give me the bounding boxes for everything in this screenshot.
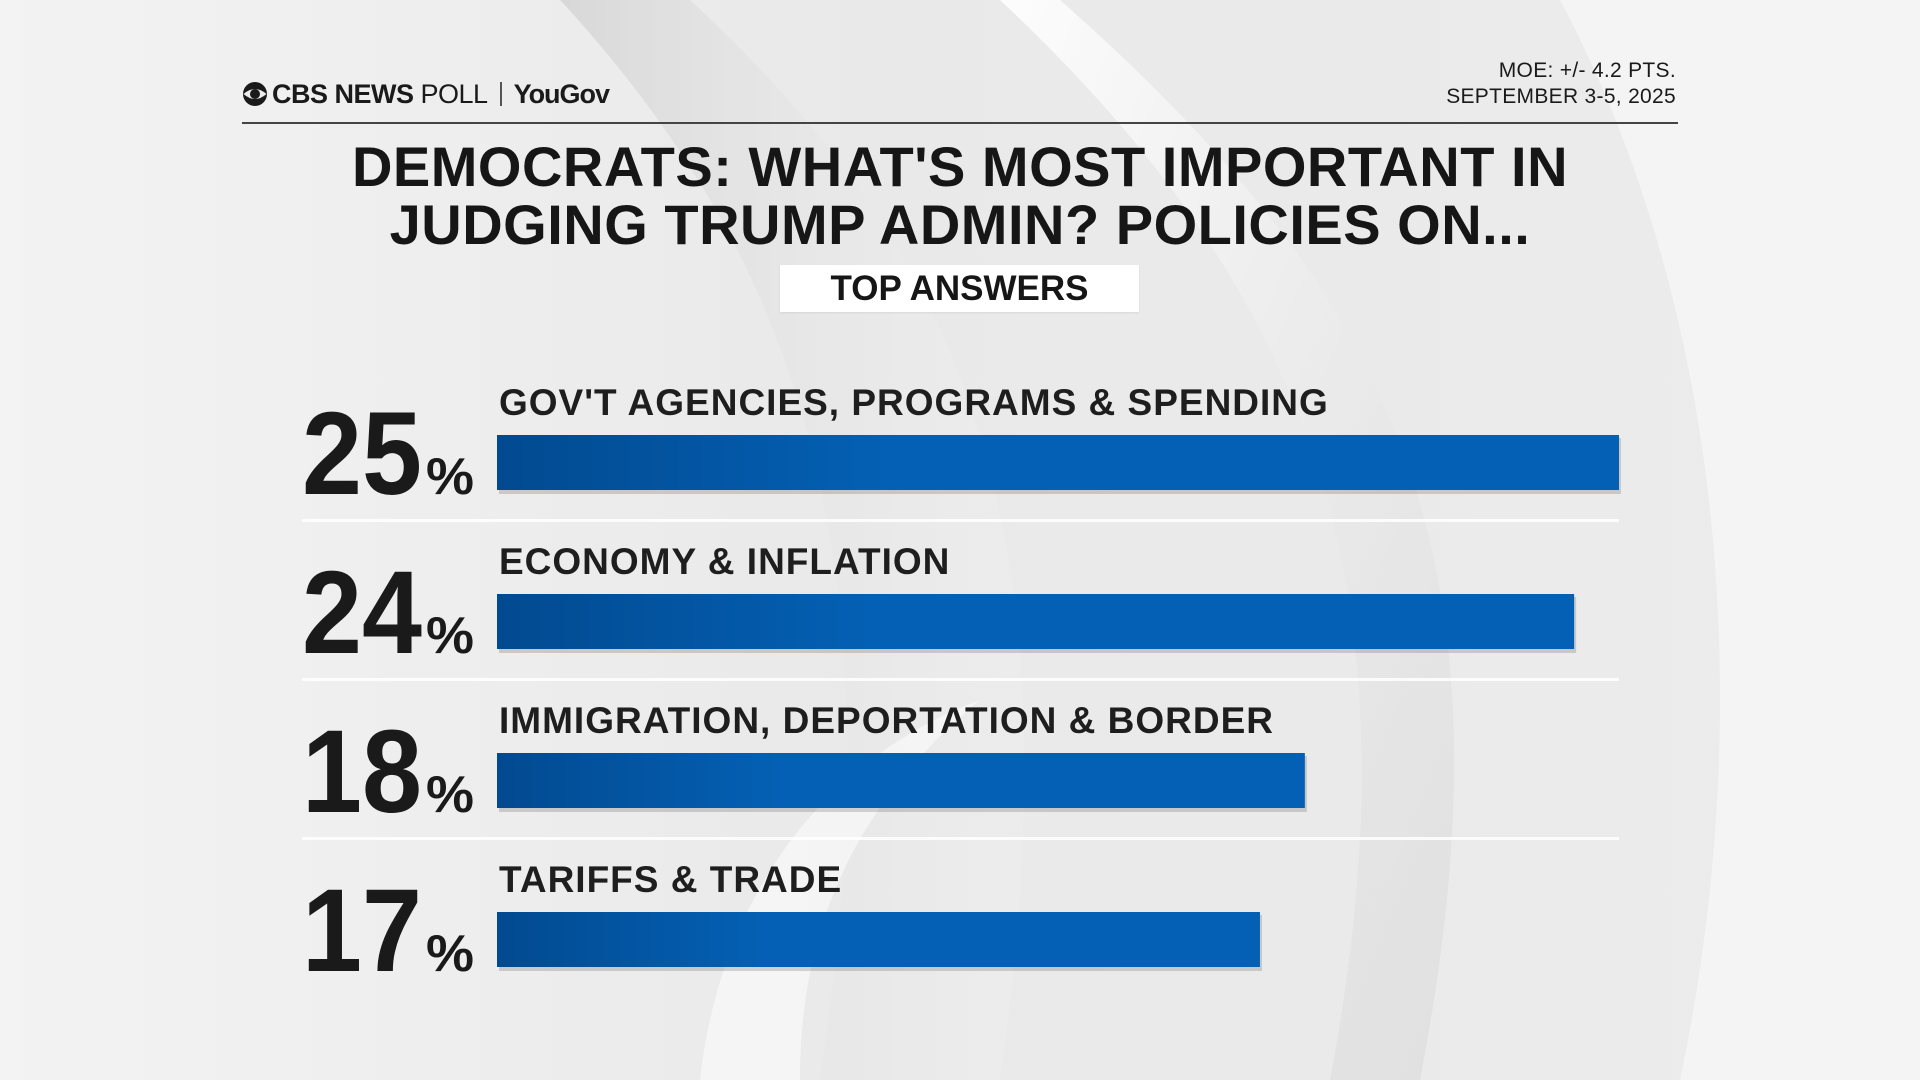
partner-text: YouGov — [513, 78, 611, 109]
chart-title: DEMOCRATS: WHAT'S MOST IMPORTANT IN JUDG… — [200, 138, 1720, 254]
percent-value: 18 — [302, 706, 422, 838]
percent-sign: % — [426, 925, 474, 983]
percent-value: 17 — [302, 865, 422, 997]
percent-value: 24 — [302, 547, 422, 679]
bar-row: 24 % ECONOMY & INFLATION — [302, 541, 1619, 681]
bar — [497, 435, 1619, 490]
percent-sign: % — [426, 607, 474, 665]
category-label: GOV'T AGENCIES, PROGRAMS & SPENDING — [499, 382, 1329, 423]
subtitle-badge: TOP ANSWERS — [780, 265, 1139, 312]
bar-row: 25 % GOV'T AGENCIES, PROGRAMS & SPENDING — [302, 382, 1621, 522]
moe-text: MOE: +/- 4.2 PTS. — [1498, 59, 1676, 82]
poll-text: POLL — [420, 78, 489, 109]
category-label: ECONOMY & INFLATION — [499, 541, 950, 582]
bar — [497, 753, 1305, 808]
brand-text: CBS NEWS — [272, 78, 414, 109]
percent-value: 25 — [302, 388, 422, 520]
title-line-2: JUDGING TRUMP ADMIN? POLICIES ON... — [389, 193, 1531, 256]
row-divider — [302, 519, 1619, 522]
bar-row: 18 % IMMIGRATION, DEPORTATION & BORDER — [302, 700, 1619, 840]
bar-row: 17 % TARIFFS & TRADE — [302, 859, 1262, 997]
percent-sign: % — [426, 448, 474, 506]
category-label: TARIFFS & TRADE — [499, 859, 842, 900]
title-line-1: DEMOCRATS: WHAT'S MOST IMPORTANT IN — [351, 135, 1569, 198]
row-divider — [302, 678, 1619, 681]
category-label: IMMIGRATION, DEPORTATION & BORDER — [499, 700, 1274, 741]
logo-separator — [499, 82, 502, 106]
poll-meta: MOE: +/- 4.2 PTS. SEPTEMBER 3-5, 2025 — [1446, 58, 1676, 110]
cbs-eye-icon — [243, 82, 267, 106]
cbs-yougov-logo: CBS NEWS POLL YouGov — [242, 78, 611, 110]
header-divider — [242, 122, 1678, 124]
percent-sign: % — [426, 766, 474, 824]
bar — [497, 912, 1260, 967]
dates-text: SEPTEMBER 3-5, 2025 — [1446, 85, 1676, 108]
row-divider — [302, 837, 1619, 840]
bar — [497, 594, 1575, 649]
